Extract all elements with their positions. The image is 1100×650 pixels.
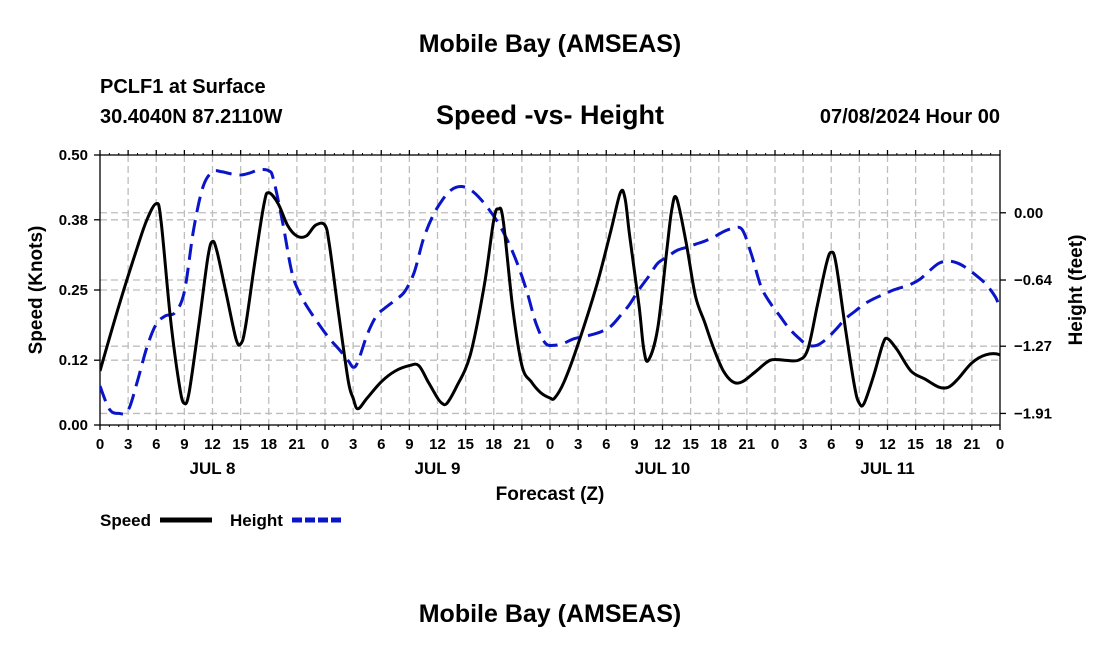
x-tick-label: 0 bbox=[96, 436, 104, 453]
forecast-datetime: 07/08/2024 Hour 00 bbox=[819, 106, 1000, 128]
day-label: JUL 9 bbox=[415, 459, 461, 478]
day-label: JUL 10 bbox=[635, 459, 690, 478]
x-tick-label: 18 bbox=[260, 436, 277, 453]
x-tick-label: 3 bbox=[574, 436, 582, 453]
x-tick-label: 9 bbox=[630, 436, 638, 453]
legend-height-label: Height bbox=[230, 511, 283, 530]
x-tick-label: 3 bbox=[799, 436, 807, 453]
x-tick-label: 0 bbox=[546, 436, 554, 453]
y-tick-label: 0.25 bbox=[59, 282, 88, 299]
chart-subtitle: Speed -vs- Height bbox=[435, 100, 665, 130]
y2-tick-label: −1.91 bbox=[1014, 405, 1052, 422]
x-tick-label: 3 bbox=[349, 436, 357, 453]
x-tick-label: 3 bbox=[124, 436, 132, 453]
x-tick-label: 12 bbox=[654, 436, 671, 453]
x-tick-label: 18 bbox=[710, 436, 727, 453]
station-label: PCLF1 at Surface bbox=[100, 76, 266, 98]
day-label: JUL 11 bbox=[860, 459, 915, 478]
x-tick-label: 0 bbox=[321, 436, 329, 453]
x-tick-label: 9 bbox=[405, 436, 413, 453]
legend-speed-label: Speed bbox=[100, 511, 151, 530]
y2-tick-label: −0.64 bbox=[1014, 272, 1053, 289]
x-tick-label: 21 bbox=[964, 436, 981, 453]
x-tick-label: 15 bbox=[457, 436, 474, 453]
x-tick-label: 9 bbox=[180, 436, 188, 453]
x-tick-label: 6 bbox=[377, 436, 385, 453]
speed-series-line bbox=[100, 188, 1000, 411]
x-tick-label: 9 bbox=[855, 436, 863, 453]
y2-tick-label: −1.27 bbox=[1014, 338, 1052, 355]
x-tick-label: 15 bbox=[682, 436, 699, 453]
x-tick-label: 12 bbox=[879, 436, 896, 453]
x-tick-label: 0 bbox=[996, 436, 1004, 453]
x-tick-label: 12 bbox=[429, 436, 446, 453]
y2-axis-title: Height (feet) bbox=[1066, 235, 1087, 346]
x-tick-label: 21 bbox=[514, 436, 531, 453]
y2-tick-label: 0.00 bbox=[1014, 205, 1043, 222]
day-label: JUL 8 bbox=[190, 459, 236, 478]
x-tick-label: 21 bbox=[289, 436, 306, 453]
x-tick-label: 18 bbox=[935, 436, 952, 453]
next-chart-title: Mobile Bay (AMSEAS) bbox=[418, 600, 682, 628]
chart-title: Mobile Bay (AMSEAS) bbox=[418, 30, 682, 58]
x-tick-label: 6 bbox=[152, 436, 160, 453]
x-tick-label: 21 bbox=[739, 436, 756, 453]
y-tick-label: 0.12 bbox=[59, 352, 88, 369]
gridlines bbox=[100, 155, 1000, 425]
x-axis-title: Forecast (Z) bbox=[496, 484, 605, 505]
y-tick-label: 0.38 bbox=[59, 212, 88, 229]
speed-height-chart: 0 3 6 9 12 15 18 21 0 3 6 9 12 15 18 21 0 3 6 9 12 15 18 21 0 3 6 9… bbox=[26, 147, 1087, 530]
x-tick-label: 15 bbox=[907, 436, 924, 453]
y-tick-label: 0.00 bbox=[59, 417, 88, 434]
x-tick-label: 12 bbox=[204, 436, 221, 453]
x-tick-label: 18 bbox=[485, 436, 502, 453]
x-tick-label: 6 bbox=[827, 436, 835, 453]
y-axis-title: Speed (Knots) bbox=[26, 226, 47, 355]
y-tick-label: 0.50 bbox=[59, 147, 88, 164]
coordinates-label: 30.4040N 87.2110W bbox=[100, 106, 283, 128]
x-tick-label: 15 bbox=[232, 436, 249, 453]
x-tick-label: 0 bbox=[771, 436, 779, 453]
x-tick-label: 6 bbox=[602, 436, 610, 453]
